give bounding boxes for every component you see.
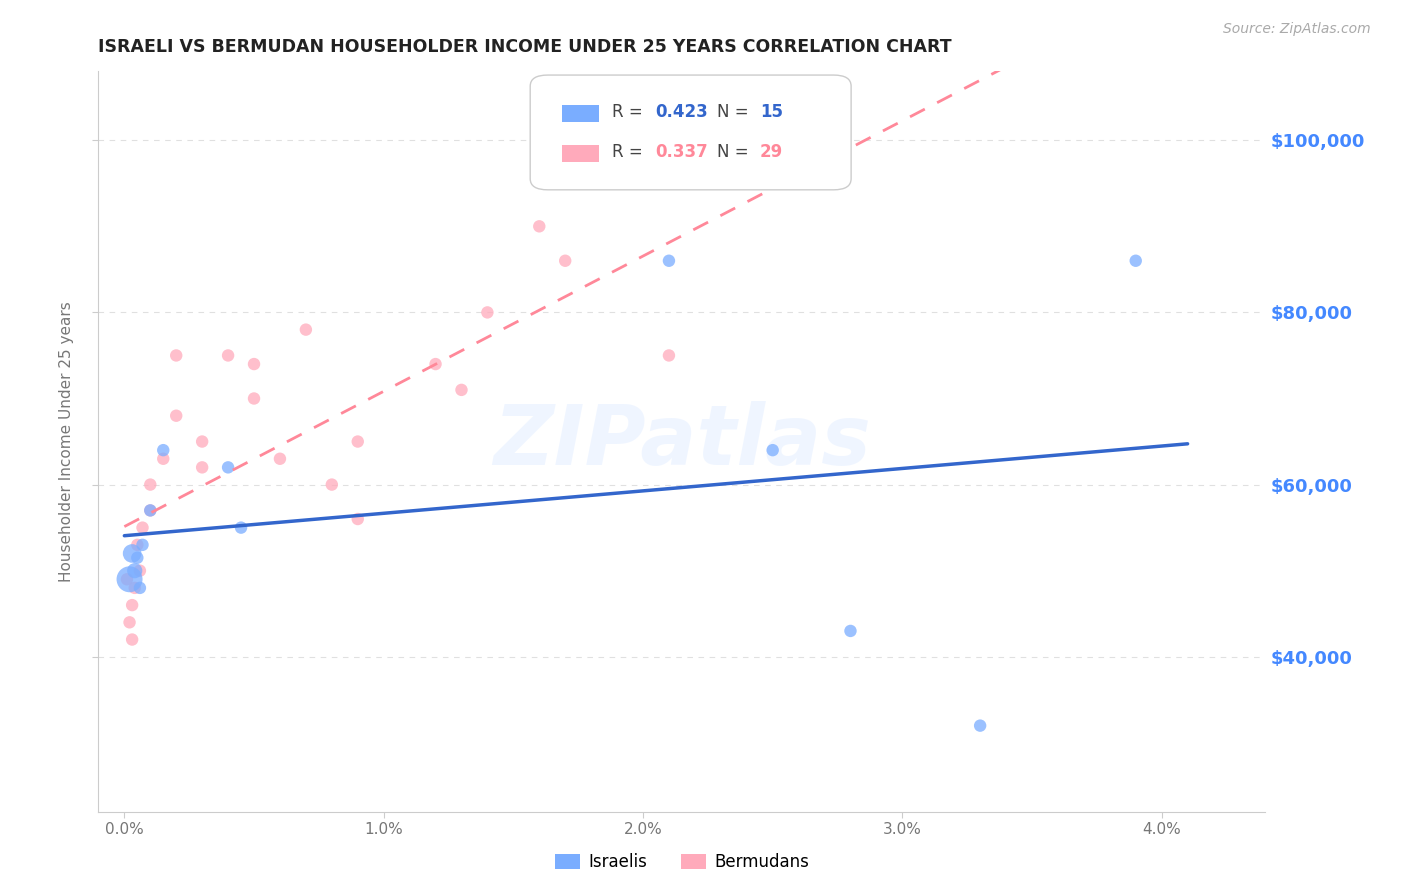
Text: N =: N = [717,143,754,161]
Point [295,323,318,337]
Point [124,564,146,578]
Point [152,443,174,458]
Point [658,253,681,268]
Point [243,392,266,406]
Point [152,451,174,466]
Point [450,383,472,397]
Text: N =: N = [717,103,754,121]
Point [969,718,991,732]
Point [127,538,149,552]
Point [762,443,785,458]
Point [658,348,681,362]
Point [118,615,141,630]
Point [554,253,576,268]
Text: ISRAELI VS BERMUDAN HOUSEHOLDER INCOME UNDER 25 YEARS CORRELATION CHART: ISRAELI VS BERMUDAN HOUSEHOLDER INCOME U… [98,38,952,56]
Point [139,503,162,517]
Point [129,564,152,578]
Text: ZIPatlas: ZIPatlas [494,401,870,482]
Point [477,305,499,319]
Point [118,572,141,586]
Point [229,521,252,535]
Point [121,632,143,647]
Point [269,451,291,466]
Point [529,219,551,234]
Point [127,550,149,565]
Text: 15: 15 [761,103,783,121]
Point [165,348,187,362]
Text: R =: R = [612,103,648,121]
Point [346,434,368,449]
Point [121,598,143,612]
Point [165,409,187,423]
Text: Source: ZipAtlas.com: Source: ZipAtlas.com [1223,22,1371,37]
Point [217,348,239,362]
Text: 0.337: 0.337 [655,143,707,161]
Point [243,357,266,371]
Point [115,572,138,586]
Point [131,538,153,552]
FancyBboxPatch shape [562,105,599,121]
Point [191,460,214,475]
Point [139,477,162,491]
Point [131,521,153,535]
Point [321,477,343,491]
Point [1125,253,1147,268]
Point [839,624,862,638]
Text: 29: 29 [761,143,783,161]
Point [121,546,143,560]
FancyBboxPatch shape [562,145,599,161]
Point [217,460,239,475]
Point [124,581,146,595]
Text: 0.423: 0.423 [655,103,707,121]
Point [191,434,214,449]
Point [129,581,152,595]
Point [425,357,447,371]
Legend: Israelis, Bermudans: Israelis, Bermudans [548,847,815,878]
Y-axis label: Householder Income Under 25 years: Householder Income Under 25 years [59,301,75,582]
Text: R =: R = [612,143,648,161]
FancyBboxPatch shape [530,75,851,190]
Point [139,503,162,517]
Point [346,512,368,526]
